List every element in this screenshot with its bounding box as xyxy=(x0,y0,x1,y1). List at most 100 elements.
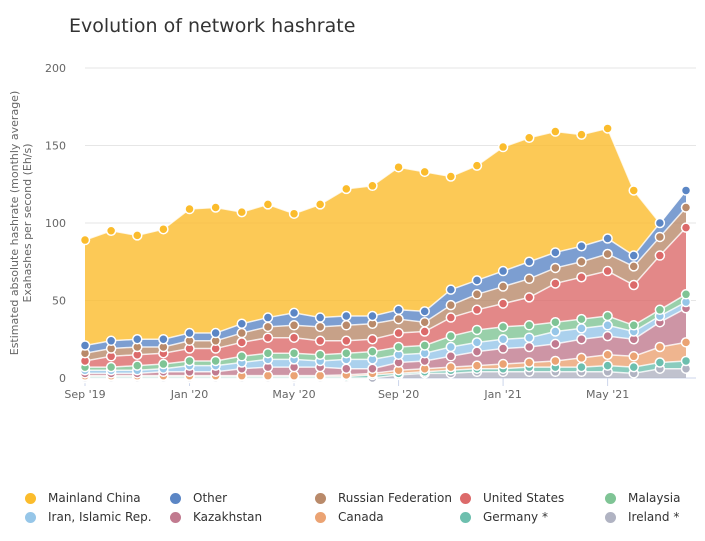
data-point xyxy=(341,183,352,195)
data-point xyxy=(158,358,169,370)
legend-label: Kazakhstan xyxy=(193,510,263,524)
legend-item[interactable]: Germany * xyxy=(460,510,548,524)
data-point xyxy=(576,129,587,140)
legend-marker-icon xyxy=(25,511,36,523)
data-point xyxy=(602,330,613,342)
data-point xyxy=(628,250,639,261)
data-point xyxy=(471,324,483,336)
data-point xyxy=(262,321,274,333)
legend-item[interactable]: Iran, Islamic Rep. xyxy=(25,510,152,524)
data-point xyxy=(132,360,143,371)
data-point xyxy=(132,230,143,241)
data-point xyxy=(419,326,430,337)
data-point xyxy=(497,281,509,292)
data-point xyxy=(523,273,535,285)
legend-item[interactable]: Other xyxy=(170,491,227,505)
legend-marker-icon xyxy=(315,492,326,504)
legend-item[interactable]: Ireland * xyxy=(605,510,679,524)
data-point xyxy=(680,222,692,233)
data-point xyxy=(576,256,587,267)
data-point xyxy=(523,357,535,368)
legend-item[interactable]: United States xyxy=(460,491,564,505)
data-point xyxy=(576,241,587,252)
data-point xyxy=(680,337,692,348)
data-point xyxy=(471,289,483,300)
data-point xyxy=(367,346,378,357)
data-point xyxy=(550,262,561,274)
data-point xyxy=(550,126,561,137)
data-point xyxy=(680,289,692,300)
data-point xyxy=(393,304,404,316)
data-point xyxy=(210,202,221,213)
data-point xyxy=(393,327,404,339)
legend-item[interactable]: Russian Federation xyxy=(315,491,452,505)
legend-label: Ireland * xyxy=(628,510,680,524)
data-point xyxy=(341,335,352,347)
data-point xyxy=(497,343,509,354)
data-point xyxy=(497,298,509,309)
data-point xyxy=(419,340,430,351)
legend-item[interactable]: Kazakhstan xyxy=(170,510,262,524)
data-point xyxy=(393,161,404,173)
data-point xyxy=(79,234,91,246)
data-point xyxy=(236,206,248,218)
data-point xyxy=(314,370,326,381)
data-point xyxy=(497,141,509,153)
data-point xyxy=(628,185,639,196)
data-point xyxy=(497,265,509,277)
x-tick-label: Sep '19 xyxy=(64,388,105,401)
data-point xyxy=(105,361,117,373)
data-point xyxy=(445,284,457,295)
y-tick-label: 200 xyxy=(45,62,66,75)
legend-marker-icon xyxy=(315,511,326,523)
legend-item[interactable]: Canada xyxy=(315,510,384,524)
area-russian-federation xyxy=(85,207,686,361)
data-point xyxy=(236,327,248,339)
y-axis-title: Estimated absolute hashrate (monthly ave… xyxy=(8,91,21,356)
data-point xyxy=(341,320,352,331)
x-tick-label: Sep '20 xyxy=(378,388,419,401)
data-point xyxy=(628,279,639,291)
data-point xyxy=(314,199,326,210)
area-iran-islamic-rep- xyxy=(85,302,686,374)
data-point xyxy=(680,355,692,367)
data-point xyxy=(314,321,326,333)
data-point xyxy=(471,360,483,371)
y-axis-subtitle: Exahashes per second (Eh/s) xyxy=(21,143,34,302)
data-point xyxy=(602,360,613,371)
data-point xyxy=(341,310,352,322)
data-point xyxy=(602,233,613,244)
data-point xyxy=(576,361,587,373)
data-point xyxy=(628,351,639,362)
area-ireland- xyxy=(85,368,686,378)
data-point xyxy=(105,335,117,347)
data-point xyxy=(576,272,587,283)
legend-label: Other xyxy=(193,491,228,505)
data-point xyxy=(419,166,430,178)
data-point xyxy=(680,185,692,196)
legend-item[interactable]: Malaysia xyxy=(605,491,680,505)
data-point xyxy=(393,313,404,325)
data-point xyxy=(288,320,300,331)
data-point xyxy=(602,310,613,322)
area-mainland-china xyxy=(85,128,686,346)
data-point xyxy=(654,357,666,368)
data-point xyxy=(602,123,613,134)
data-point xyxy=(184,327,195,339)
data-point xyxy=(288,332,300,343)
legend-label: Malaysia xyxy=(628,491,681,505)
legend-marker-icon xyxy=(605,511,616,523)
x-tick-label: May '20 xyxy=(272,388,315,401)
data-point xyxy=(288,208,300,219)
data-point xyxy=(158,223,169,235)
y-tick-label: 0 xyxy=(59,372,66,385)
legend-marker-icon xyxy=(460,511,471,523)
data-point xyxy=(445,171,457,182)
data-point xyxy=(314,349,326,360)
legend-marker-icon xyxy=(170,511,181,523)
data-point xyxy=(680,202,692,213)
legend-item[interactable]: Mainland China xyxy=(25,491,141,505)
data-point xyxy=(471,160,483,171)
data-point xyxy=(654,250,666,261)
